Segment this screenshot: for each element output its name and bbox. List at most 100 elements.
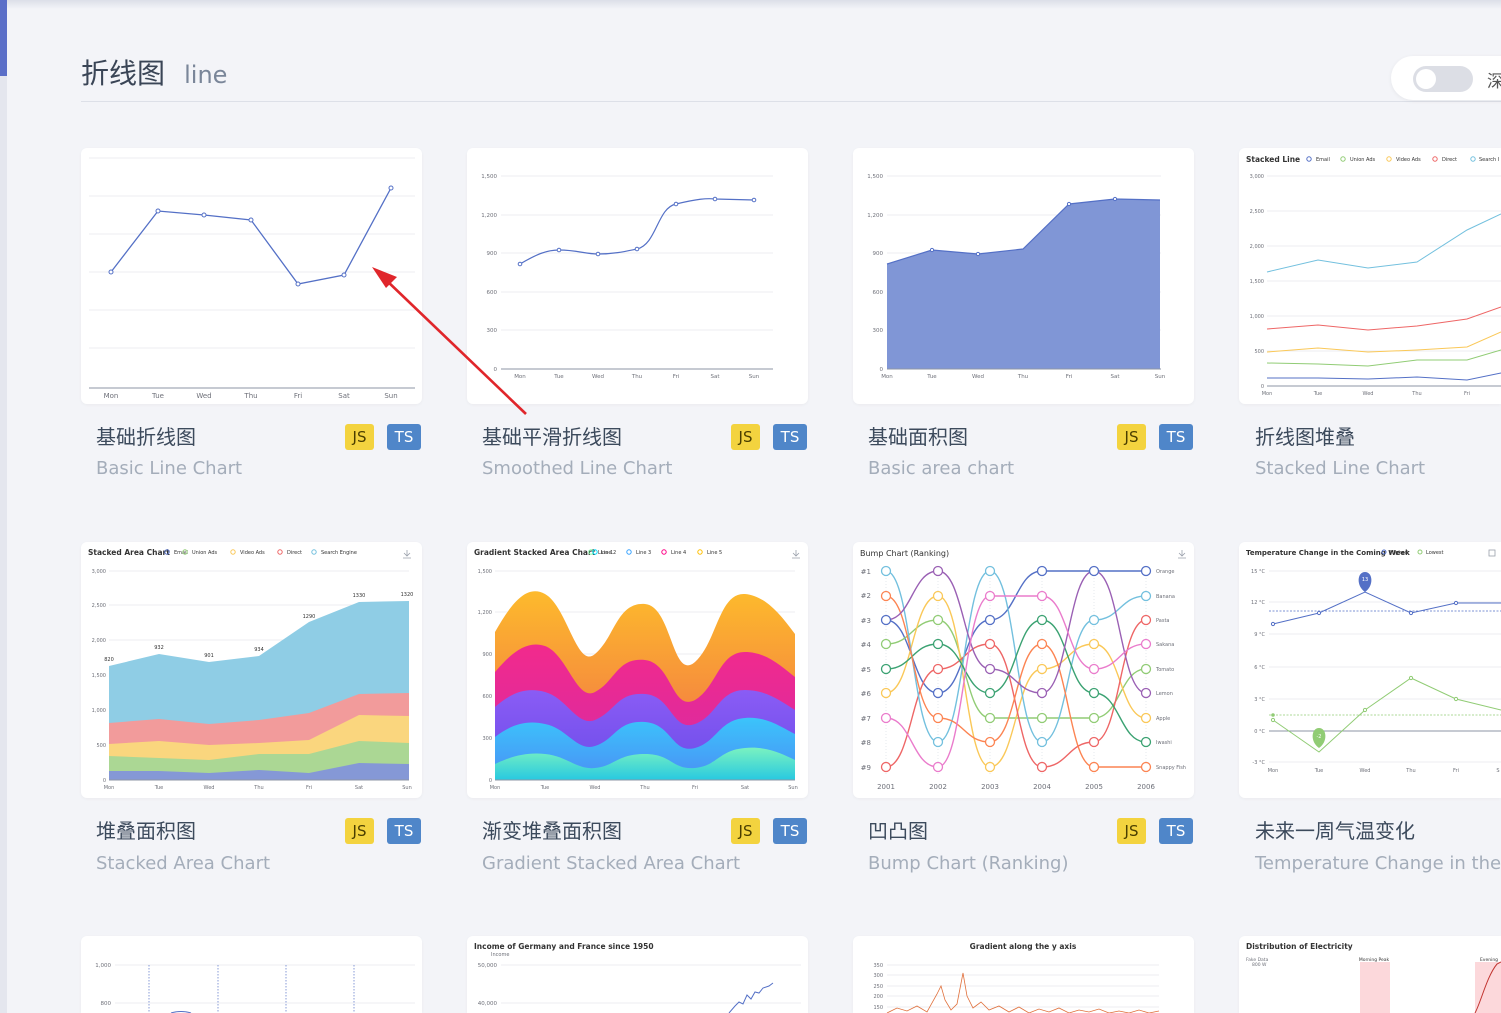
ts-badge[interactable]: TS <box>387 818 421 844</box>
y-tick: 1,200 <box>867 213 883 219</box>
card-title[interactable]: 未来一周气温变化 <box>1255 819 1415 843</box>
chart-card-temperature[interactable]: Temperature Change in the Coming Week Hi… <box>1239 542 1501 798</box>
thumbnail-temperature: Temperature Change in the Coming Week Hi… <box>1246 549 1501 774</box>
chart-card-row3-2[interactable]: Income of Germany and France since 1950 … <box>467 936 808 1013</box>
chart-card-row3-1[interactable]: 1,000 800 <box>81 936 422 1013</box>
y-tick: 0 °C <box>1254 729 1265 735</box>
thumb-title: Bump Chart (Ranking) <box>860 549 949 558</box>
y-tick: 300 <box>482 736 492 742</box>
legend-item: Email <box>174 550 188 556</box>
area-fill <box>887 199 1160 369</box>
axis-name: Income <box>491 952 509 958</box>
card-title[interactable]: 折线图堆叠 <box>1255 425 1355 449</box>
js-badge[interactable]: JS <box>345 424 374 450</box>
ts-badge[interactable]: TS <box>1159 424 1193 450</box>
y-tick: 1,500 <box>478 569 492 575</box>
y-tick: 250 <box>873 984 883 990</box>
card-title[interactable]: 渐变堆叠面积图 <box>482 819 622 843</box>
rank-tick: #5 <box>861 666 871 674</box>
series-label: Sakana <box>1156 642 1174 648</box>
x-tick: Sat <box>710 374 720 380</box>
series-label: Pasta <box>1156 618 1169 624</box>
card-title[interactable]: 基础折线图 <box>96 425 196 449</box>
data-label: 820 <box>104 657 114 663</box>
chart-card-bump[interactable]: Bump Chart (Ranking) #1 #2 #3 #4 #5 #6 #… <box>853 542 1194 798</box>
x-tick: Mon <box>104 785 115 791</box>
ts-badge[interactable]: TS <box>387 424 421 450</box>
y-tick: 1,200 <box>481 213 497 219</box>
dark-mode-toggle[interactable] <box>1413 66 1473 92</box>
x-tick: Thu <box>1411 391 1421 397</box>
card-title[interactable]: 凹凸图 <box>868 819 928 843</box>
band-label: Evening <box>1480 957 1498 963</box>
x-tick: Thu <box>243 392 257 400</box>
x-tick: Sun <box>384 392 397 400</box>
legend-item: Line 3 <box>636 550 651 556</box>
y-tick: 300 <box>873 973 883 979</box>
y-tick: 2,500 <box>92 603 106 609</box>
x-tick: Tue <box>1314 768 1324 774</box>
chart-card-row3-3[interactable]: Gradient along the y axis 350 300 250 20… <box>853 936 1194 1013</box>
y-tick: 1,000 <box>1250 314 1264 320</box>
ts-badge[interactable]: TS <box>1159 818 1193 844</box>
x-tick: Fri <box>294 392 302 400</box>
rank-tick: #4 <box>861 641 872 649</box>
js-badge[interactable]: JS <box>731 424 760 450</box>
y-tick: 300 <box>487 328 498 334</box>
thumbnail-basic-line: Mon Tue Wed Thu Fri Sat Sun <box>89 157 415 400</box>
chart-card-row3-4[interactable]: Distribution of Electricity Fake Data 80… <box>1239 936 1501 1013</box>
rank-tick: #3 <box>861 617 871 625</box>
chart-card-basic-area[interactable]: 1,500 1,200 900 600 300 0 Mon Tue Wed Th… <box>853 148 1194 404</box>
chart-card-smoothed-line[interactable]: 1,500 1,200 900 600 300 0 Mon Tue Wed Th… <box>467 148 808 404</box>
band-label: Morning Peak <box>1359 957 1390 963</box>
chart-card-stacked-line[interactable]: Stacked Line Email Union Ads Video Ads D… <box>1239 148 1501 404</box>
y-tick: 6 °C <box>1254 665 1265 671</box>
x-tick: Tue <box>154 785 164 791</box>
series-label: Snappy Fish <box>1156 765 1186 771</box>
dark-mode-toggle-container: 深 <box>1391 56 1501 100</box>
card-title[interactable]: 基础面积图 <box>868 425 968 449</box>
x-tick: 2002 <box>929 783 947 791</box>
thumbnail-stacked-area: Stacked Area Chart Email Union Ads Video… <box>88 548 413 791</box>
card-title[interactable]: 堆叠面积图 <box>96 819 196 843</box>
legend-item: Highest <box>1390 550 1409 556</box>
y-tick: -3 °C <box>1252 760 1265 766</box>
x-tick: S <box>1496 768 1499 774</box>
legend-item: Direct <box>1442 157 1457 163</box>
legend-item: Line 4 <box>671 550 686 556</box>
x-tick: Mon <box>490 785 501 791</box>
x-tick: Wed <box>590 785 601 791</box>
series-line <box>110 187 392 285</box>
card-title[interactable]: 基础平滑折线图 <box>482 425 622 449</box>
y-tick: 350 <box>873 963 883 969</box>
js-badge[interactable]: JS <box>345 818 374 844</box>
js-badge[interactable]: JS <box>731 818 760 844</box>
left-sidebar-active-marker <box>0 0 7 76</box>
chart-card-stacked-area[interactable]: Stacked Area Chart Email Union Ads Video… <box>81 542 422 798</box>
ts-badge[interactable]: TS <box>773 424 807 450</box>
y-tick: 3,000 <box>1250 174 1264 180</box>
thumb-title: Gradient Stacked Area Chart <box>474 548 596 557</box>
ts-badge[interactable]: TS <box>773 818 807 844</box>
series-label: Banana <box>1156 594 1175 600</box>
x-tick: Mon <box>514 374 526 380</box>
x-tick: Mon <box>1262 391 1273 397</box>
chart-card-gradient-stacked-area[interactable]: Gradient Stacked Area Chart Line 1 Line … <box>467 542 808 798</box>
chart-card-basic-line[interactable]: Mon Tue Wed Thu Fri Sat Sun <box>81 148 422 404</box>
top-shadow <box>0 0 1501 9</box>
y-tick: 2,500 <box>1250 209 1264 215</box>
x-tick: Mon <box>104 392 119 400</box>
max-pin-label: 13 <box>1362 577 1368 583</box>
x-tick: Fri <box>1066 374 1073 380</box>
x-tick: Sat <box>338 392 350 400</box>
rank-tick: #8 <box>861 739 871 747</box>
data-label: 934 <box>254 647 264 653</box>
y-tick: 300 <box>873 328 884 334</box>
legend-item: Video Ads <box>1396 157 1421 163</box>
card-subtitle: Gradient Stacked Area Chart <box>482 853 741 874</box>
js-badge[interactable]: JS <box>1117 818 1146 844</box>
y-tick: 600 <box>873 290 884 296</box>
x-tick: Fri <box>692 785 698 791</box>
js-badge[interactable]: JS <box>1117 424 1146 450</box>
dark-mode-label: 深 <box>1487 72 1501 92</box>
